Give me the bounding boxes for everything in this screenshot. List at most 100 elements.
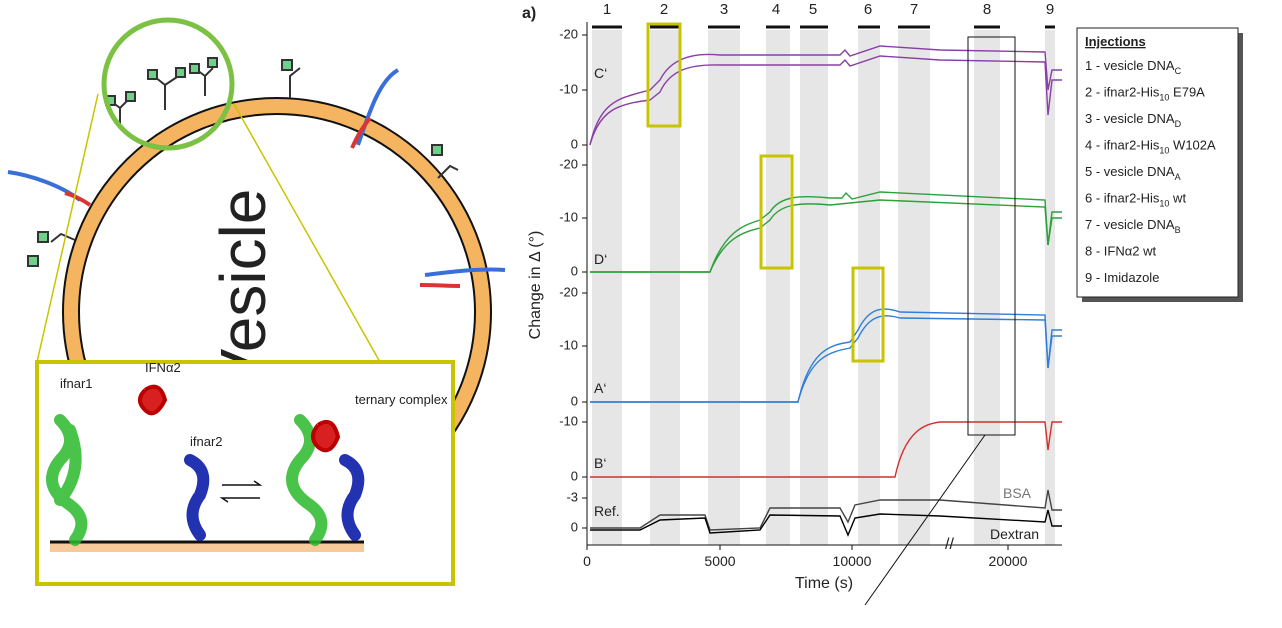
- legend-box: [1076, 27, 1239, 298]
- injection-band: [800, 30, 828, 545]
- x-axis-label: Time (s): [795, 575, 853, 592]
- injection-number: 5: [809, 1, 817, 18]
- legend-tail: W102A: [1169, 138, 1216, 153]
- trace-bsa: [590, 489, 1062, 531]
- panel-label: a): [522, 5, 536, 22]
- trace-label: D‘: [594, 251, 607, 267]
- legend-text: 3 - vesicle DNA: [1085, 111, 1175, 126]
- injection-number: 9: [1046, 1, 1054, 18]
- ifna2-label: IFNα2: [145, 360, 181, 375]
- trace-a: [590, 308, 1062, 403]
- y-tick-label: 0: [571, 468, 578, 483]
- injection-band: [650, 30, 680, 545]
- x-tick-label: 20000: [989, 553, 1028, 569]
- traces: [589, 45, 1062, 537]
- legend: Injections 1 - vesicle DNAC 2 - ifnar2-Hi…: [1076, 27, 1243, 302]
- x-tick-label: 5000: [704, 553, 735, 569]
- ifnar1-label: ifnar1: [60, 376, 93, 391]
- zoom-line: [864, 434, 986, 606]
- y-axis-label: Change in Δ (°): [527, 231, 544, 340]
- legend-text: 6 - ifnar2-His: [1085, 191, 1160, 206]
- legend-item: 1 - vesicle DNAC: [1085, 58, 1182, 76]
- y-tick-label: -10: [559, 81, 578, 96]
- legend-text: 4 - ifnar2-His: [1085, 138, 1160, 153]
- trace-c: [589, 45, 1062, 146]
- legend-item: 6 - ifnar2-His10 wt: [1085, 191, 1186, 209]
- injection-number: 7: [910, 1, 918, 18]
- y-tick-label: 0: [571, 136, 578, 151]
- trace-label: C‘: [594, 65, 607, 81]
- y-tick-label: -20: [559, 26, 578, 41]
- y-tick-label: 0: [571, 519, 578, 534]
- y-tick-label: -10: [559, 337, 578, 352]
- legend-text: 7 - vesicle DNA: [1085, 217, 1175, 232]
- plot: a) 1 2 3 4 5 6 7 8 9 // 0 5000 10000 20000 Time (s)…: [522, 1, 1062, 606]
- legend-item: 3 - vesicle DNAD: [1085, 111, 1182, 129]
- legend-text: 9 - Imidazole: [1085, 270, 1159, 285]
- legend-sub: B: [1175, 225, 1181, 235]
- legend-tail: E79A: [1169, 85, 1205, 100]
- injection-number: 3: [720, 1, 728, 18]
- trace-label: Ref.: [594, 503, 620, 519]
- trace-label: B‘: [594, 455, 606, 471]
- trace-d: [590, 191, 1062, 273]
- legend-item: 5 - vesicle DNAA: [1085, 164, 1181, 182]
- trace-c2: [589, 55, 1062, 146]
- injection-number: 1: [603, 1, 611, 18]
- trace-b: [590, 421, 1062, 478]
- receptors: [27, 57, 459, 387]
- zoom-line: [36, 93, 99, 363]
- y-tick-label: 0: [571, 263, 578, 278]
- trace-d2: [590, 199, 1062, 273]
- dextran-label: Dextran: [990, 526, 1039, 542]
- zoom-rect: [967, 36, 1016, 436]
- injection-numbers: 1 2 3 4 5 6 7 8 9: [592, 1, 1055, 29]
- legend-title: Injections: [1085, 34, 1146, 49]
- legend-sub: A: [1175, 172, 1181, 182]
- legend-item: 7 - vesicle DNAB: [1085, 217, 1181, 235]
- legend-item: 2 - ifnar2-His10 E79A: [1085, 85, 1205, 103]
- injection-number: 2: [660, 1, 668, 18]
- y-tick-label: -10: [559, 209, 578, 224]
- trace-label: A‘: [594, 380, 606, 396]
- legend-text: 5 - vesicle DNA: [1085, 164, 1175, 179]
- vesicle-label: Vesicle: [207, 189, 279, 392]
- legend-sub: C: [1175, 66, 1182, 76]
- legend-text: 8 - IFNα2 wt: [1085, 244, 1156, 259]
- trace-a2: [590, 315, 1062, 403]
- trace-dextran: [590, 509, 1062, 537]
- y-tick-label: -20: [559, 156, 578, 171]
- injection-number: 6: [864, 1, 872, 18]
- injection-band: [974, 30, 1000, 545]
- legend-sub: 10: [1159, 199, 1169, 209]
- injection-band: [858, 30, 880, 545]
- highlight-boxes: [646, 22, 885, 363]
- injection-number: 4: [772, 1, 780, 18]
- zoom-circle: [101, 17, 235, 151]
- membrane: [50, 542, 364, 552]
- y-ticks: -20 -10 0 -20 -10 0 -20 -10 0 -10 0 -3 0: [559, 26, 587, 534]
- legend-items: 1 - vesicle DNAC 2 - ifnar2-His10 E79A 3 -…: [1085, 58, 1216, 285]
- x-tick-label: 0: [583, 553, 591, 569]
- illustration: Vesicle ifna: [7, 17, 506, 586]
- complex-label: ternary complex: [355, 392, 448, 407]
- injection-band: [592, 30, 622, 545]
- injection-bands: [592, 30, 1055, 545]
- legend-text: 1 - vesicle DNA: [1085, 58, 1175, 73]
- legend-sub: D: [1175, 119, 1182, 129]
- injection-band: [708, 30, 740, 545]
- y-tick-label: -10: [559, 413, 578, 428]
- y-tick-label: -20: [559, 284, 578, 299]
- ifnar2-label: ifnar2: [190, 434, 223, 449]
- zoom-line: [233, 103, 381, 363]
- legend-item: 4 - ifnar2-His10 W102A: [1085, 138, 1216, 156]
- y-tick-label: -3: [566, 489, 578, 504]
- injection-number: 8: [983, 1, 991, 18]
- injection-band: [1045, 30, 1055, 545]
- bsa-label: BSA: [1003, 485, 1032, 501]
- legend-sub: 10: [1159, 93, 1169, 103]
- axis-break: //: [945, 536, 954, 553]
- y-tick-label: 0: [571, 393, 578, 408]
- legend-sub: 10: [1159, 146, 1169, 156]
- x-tick-label: 10000: [833, 553, 872, 569]
